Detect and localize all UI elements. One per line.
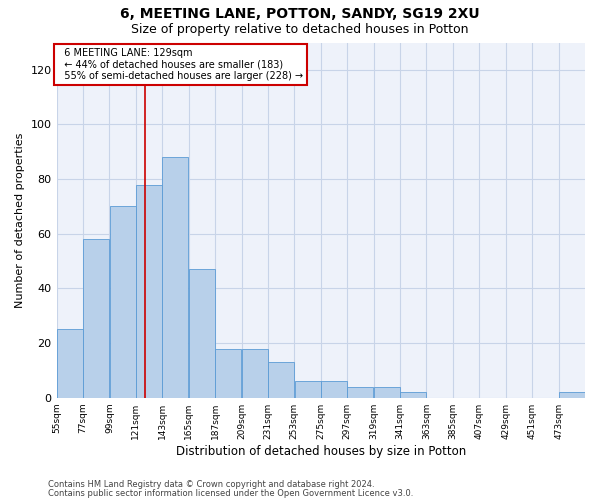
Text: Size of property relative to detached houses in Potton: Size of property relative to detached ho… bbox=[131, 22, 469, 36]
Text: Contains HM Land Registry data © Crown copyright and database right 2024.: Contains HM Land Registry data © Crown c… bbox=[48, 480, 374, 489]
Bar bbox=[57, 330, 83, 398]
Y-axis label: Number of detached properties: Number of detached properties bbox=[15, 132, 25, 308]
X-axis label: Distribution of detached houses by size in Potton: Distribution of detached houses by size … bbox=[176, 444, 466, 458]
Bar bbox=[163, 158, 188, 398]
Bar bbox=[295, 382, 320, 398]
Bar bbox=[559, 392, 585, 398]
Bar bbox=[215, 348, 241, 398]
Text: 6, MEETING LANE, POTTON, SANDY, SG19 2XU: 6, MEETING LANE, POTTON, SANDY, SG19 2XU bbox=[120, 8, 480, 22]
Text: Contains public sector information licensed under the Open Government Licence v3: Contains public sector information licen… bbox=[48, 489, 413, 498]
Bar bbox=[136, 184, 162, 398]
Bar bbox=[321, 382, 347, 398]
Bar bbox=[83, 239, 109, 398]
Bar bbox=[189, 270, 215, 398]
Bar bbox=[374, 387, 400, 398]
Bar bbox=[242, 348, 268, 398]
Text: 6 MEETING LANE: 129sqm
  ← 44% of detached houses are smaller (183)
  55% of sem: 6 MEETING LANE: 129sqm ← 44% of detached… bbox=[58, 48, 303, 81]
Bar bbox=[347, 387, 373, 398]
Bar bbox=[400, 392, 426, 398]
Bar bbox=[268, 362, 294, 398]
Bar bbox=[110, 206, 136, 398]
